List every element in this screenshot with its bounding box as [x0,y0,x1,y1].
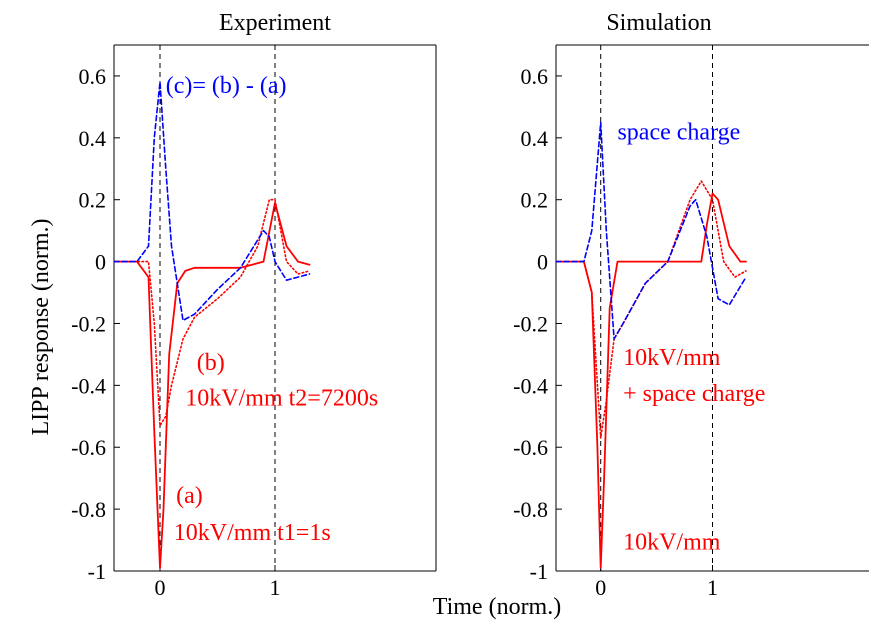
experiment-series-dotted-line [114,198,311,427]
experiment-y-tick-label: 0.4 [79,126,107,151]
experiment-annotation: (c)= (b) - (a) [166,73,287,99]
experiment-annotation: 10kV/mm t2=7200s [185,385,378,411]
experiment-x-tick-label: 0 [155,575,166,600]
simulation-annotation: + space charge [623,381,765,407]
experiment-y-tick-label: -0.6 [71,435,106,460]
simulation-title: Simulation [606,10,711,36]
experiment-y-tick-label: 0.2 [79,188,107,213]
experiment-annotation: 10kV/mm t1=1s [174,520,331,546]
simulation-y-tick-label: 0.4 [521,126,549,151]
x-axis-label: Time (norm.) [433,594,561,620]
simulation-annotation: 10kV/mm [623,529,721,555]
simulation-y-tick-label: 0.6 [521,64,549,89]
experiment-y-tick-label: 0.6 [79,64,107,89]
simulation-y-tick-label: 0 [537,250,548,275]
simulation-y-tick-label: -1 [530,559,548,584]
experiment-x-tick-label: 1 [270,575,281,600]
experiment-y-tick-label: 0 [95,250,106,275]
simulation-panel: Simulation-1-0.8-0.6-0.4-0.200.20.40.60 1… [513,10,869,600]
simulation-y-tick-label: 0.2 [521,188,549,213]
experiment-panel: Experiment -1 -0.8 -0.6 -0.4 -0.2 0 0.2 0.4 0.6 0 1… [71,10,437,600]
experiment-series-dashed-line [114,81,311,322]
experiment-y-tick-label: -0.2 [71,311,106,336]
experiment-annotation: (a) [176,483,203,509]
experiment-y-tick-label: -1 [88,559,106,584]
simulation-y-tick-label: -0.4 [513,373,548,398]
simulation-y-tick-label: -0.2 [513,311,548,336]
simulation-annotation: space charge [617,119,740,145]
simulation-x-tick-label: 1 [707,575,718,600]
experiment-y-tick-label: -0.8 [71,497,106,522]
experiment-y-tick-label: -0.4 [71,373,106,398]
experiment-annotation: (b) [197,350,225,376]
experiment-title: Experiment [219,10,331,36]
y-axis-label: LIPP response (norm.) [28,218,54,435]
simulation-annotation: 10kV/mm [623,345,721,371]
simulation-x-tick-label: 0 [595,575,606,600]
simulation-y-tick-label: -0.8 [513,497,548,522]
simulation-series-solid-line [556,192,747,569]
simulation-series-dashed-line [556,121,747,340]
simulation-y-tick-label: -0.6 [513,435,548,460]
